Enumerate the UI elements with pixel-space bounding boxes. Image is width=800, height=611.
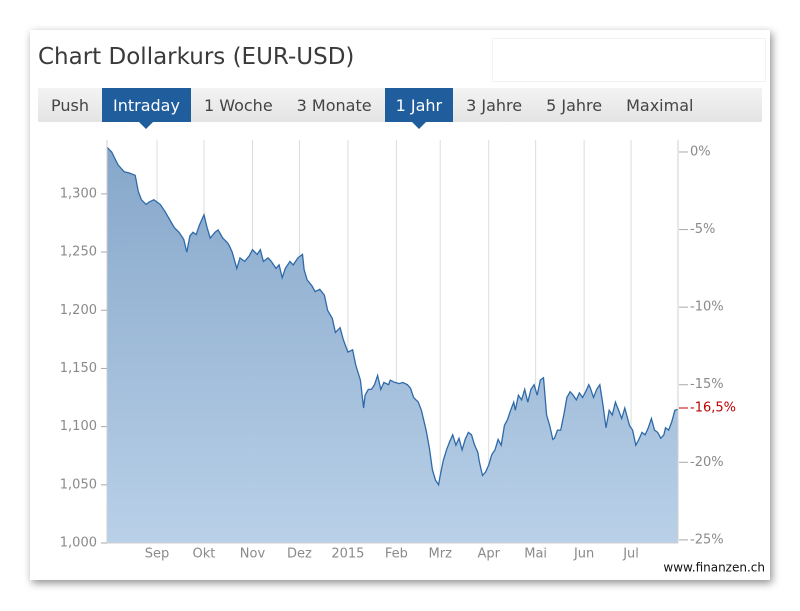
x-tick-label: Okt — [193, 547, 216, 562]
x-tick-label: 2015 — [331, 547, 364, 562]
y2-tick-label: -15% — [690, 377, 724, 392]
x-tick-label: Feb — [385, 547, 408, 562]
annotation-label: -16,5% — [690, 401, 736, 416]
x-tick-label: Jul — [622, 547, 639, 562]
y2-tick-label: -20% — [690, 455, 724, 470]
tab-bar: Push Intraday 1 Woche 3 Monate 1 Jahr 3 Jahre… — [38, 88, 762, 129]
x-tick-label: Dez — [287, 547, 312, 562]
y2-tick-label: -10% — [690, 300, 724, 315]
x-tick-label: Mrz — [429, 547, 453, 562]
y-tick-label: 1,000 — [60, 536, 97, 551]
y-tick-label: 1,150 — [60, 361, 97, 376]
area — [107, 147, 678, 544]
tab[interactable]: Maximal — [626, 95, 694, 115]
x-tick-label: Mai — [524, 547, 547, 562]
y2-tick-label: -5% — [690, 222, 715, 237]
line — [106, 146, 679, 487]
x-tick-label: Apr — [477, 547, 500, 562]
x-tick-label: Nov — [240, 547, 266, 562]
tab[interactable]: 5 Jahre — [546, 95, 603, 115]
x-tick-label: Sep — [145, 547, 170, 562]
tab[interactable]: Push — [51, 95, 89, 115]
y2-tick-label: 0% — [690, 144, 711, 159]
y2-tick-label: -25% — [690, 532, 724, 547]
x-tick-label: Jun — [573, 547, 594, 562]
chart-title: Chart Dollarkurs (EUR-USD) — [38, 44, 355, 70]
tab[interactable]: 3 Jahre — [466, 95, 523, 115]
tab[interactable]: 1 Woche — [203, 95, 273, 115]
y-tick-label: 1,100 — [60, 419, 97, 434]
y-tick-label: 1,200 — [60, 303, 97, 318]
source: www.finanzen.ch — [663, 561, 765, 575]
ad-slot — [492, 38, 766, 82]
y-tick-label: 1,050 — [60, 477, 97, 492]
y-tick-label: 1,300 — [60, 186, 97, 201]
tab[interactable]: Intraday — [101, 88, 191, 129]
tab[interactable]: 3 Monate — [296, 95, 372, 115]
tab[interactable]: 1 Jahr — [384, 88, 454, 129]
y-tick-label: 1,250 — [60, 245, 97, 260]
